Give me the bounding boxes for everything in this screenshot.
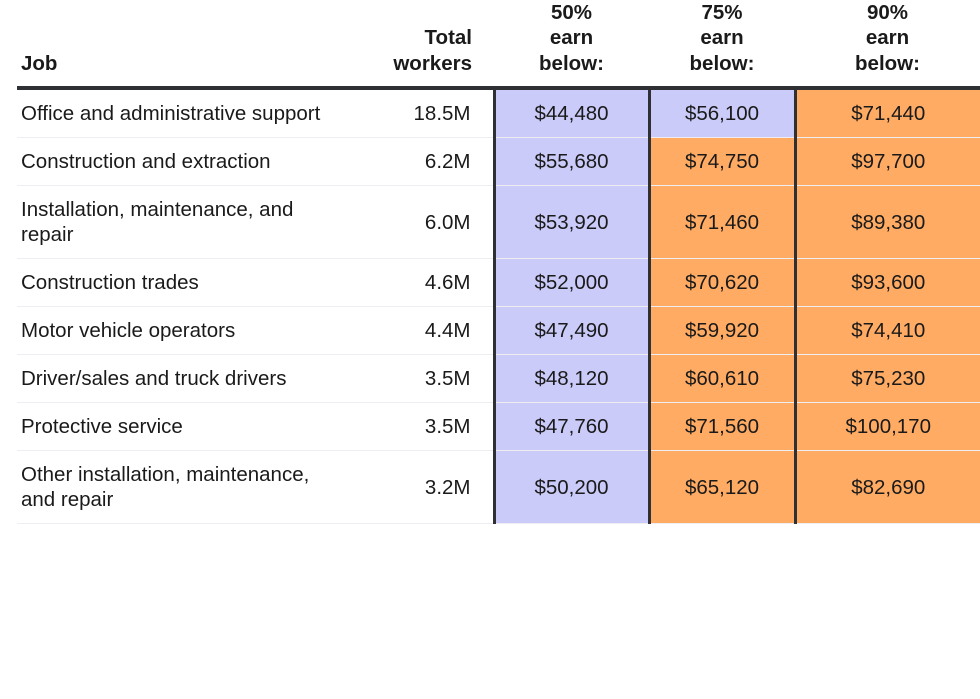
cell-total-workers: 6.2M (347, 137, 494, 187)
cell-p75: $74,750 (647, 137, 795, 187)
column-header-total-workers-line1: Total (424, 26, 472, 50)
cell-job: Motor vehicle operators (17, 306, 347, 356)
column-header-job: Job (17, 0, 347, 87)
column-header-total-workers-line2: workers (393, 51, 472, 75)
column-header-p90-line2: earn (865, 26, 910, 50)
cell-p75: $65,120 (647, 450, 795, 525)
cell-p90: $100,170 (793, 402, 980, 452)
cell-total-workers: 3.2M (347, 450, 494, 525)
column-header-total-workers: Total workers (347, 0, 494, 87)
cell-job: Driver/sales and truck drivers (17, 354, 347, 404)
cell-job: Office and administrative support (17, 90, 347, 139)
cell-job: Protective service (17, 402, 347, 452)
cell-p50: $50,200 (492, 450, 649, 525)
column-header-p75-line2: earn (700, 26, 744, 50)
cell-p75: $71,460 (647, 185, 795, 260)
table-row: Construction and extraction 6.2M $55,680 $7… (17, 137, 980, 187)
cell-total-workers: 3.5M (347, 402, 494, 452)
column-header-p90-line3: below: (855, 51, 920, 75)
table-row: Protective service 3.5M $47,760 $71,560 $100… (17, 402, 980, 452)
cell-job: Other installation, maintenance, and rep… (17, 450, 347, 525)
table-body: Office and administrative support 18.5M $4… (17, 90, 980, 525)
column-header-p90: 90% earn below: (795, 0, 980, 87)
column-header-p90-line1: 90% (866, 1, 909, 24)
table-row: Construction trades 4.6M $52,000 $70,620 $93… (17, 258, 980, 308)
cell-total-workers: 3.5M (347, 354, 494, 404)
column-header-p75-line1: 75% (701, 1, 743, 24)
cell-p90: $82,690 (793, 450, 980, 525)
cell-p50: $44,480 (492, 90, 649, 139)
cell-p75: $59,920 (647, 306, 795, 356)
cell-p50: $48,120 (492, 354, 649, 404)
cell-p50: $47,490 (492, 306, 649, 356)
cell-job: Construction and extraction (17, 137, 347, 187)
header-rule (17, 86, 980, 91)
column-header-p50-line3: below: (539, 51, 604, 75)
cell-p75: $70,620 (647, 258, 795, 308)
cell-p90: $97,700 (793, 137, 980, 187)
cell-job: Installation, maintenance, and repair (17, 185, 347, 260)
cell-p75: $71,560 (647, 402, 795, 452)
cell-p50: $52,000 (492, 258, 649, 308)
cell-p50: $47,760 (492, 402, 649, 452)
column-header-job-label: Job (21, 51, 58, 75)
cell-total-workers: 4.6M (347, 258, 494, 308)
cell-p75: $56,100 (647, 90, 795, 139)
table-row: Driver/sales and truck drivers 3.5M $48,12… (17, 354, 980, 404)
column-header-p50: 50% earn below: (494, 0, 649, 87)
column-header-p50-line1: 50% (550, 1, 593, 24)
cell-p90: $75,230 (793, 354, 980, 404)
cell-p90: $71,440 (793, 90, 980, 139)
column-header-p50-line2: earn (549, 26, 594, 50)
cell-total-workers: 6.0M (347, 185, 494, 260)
column-header-p75: 75% earn below: (649, 0, 795, 87)
table-row: Installation, maintenance, and repair 6.0… (17, 185, 980, 260)
column-header-p75-line3: below: (689, 51, 755, 75)
cell-p75: $60,610 (647, 354, 795, 404)
earnings-table: Job Total workers 50% earn below: 75% ea… (17, 0, 980, 525)
table-row: Other installation, maintenance, and rep… (17, 450, 980, 525)
cell-total-workers: 18.5M (347, 90, 494, 139)
table-row: Office and administrative support 18.5M $4… (17, 90, 980, 139)
header-rule-line (17, 86, 980, 91)
cell-total-workers: 4.4M (347, 306, 494, 356)
header-row: Job Total workers 50% earn below: 75% ea… (17, 0, 980, 87)
cell-p50: $53,920 (492, 185, 649, 260)
cell-p50: $55,680 (492, 137, 649, 187)
cell-p90: $74,410 (793, 306, 980, 356)
table-header: Job Total workers 50% earn below: 75% ea… (17, 0, 980, 91)
table-row: Motor vehicle operators 4.4M $47,490 $59,92… (17, 306, 980, 356)
cell-p90: $89,380 (793, 185, 980, 260)
cell-job: Construction trades (17, 258, 347, 308)
cell-p90: $93,600 (793, 258, 980, 308)
